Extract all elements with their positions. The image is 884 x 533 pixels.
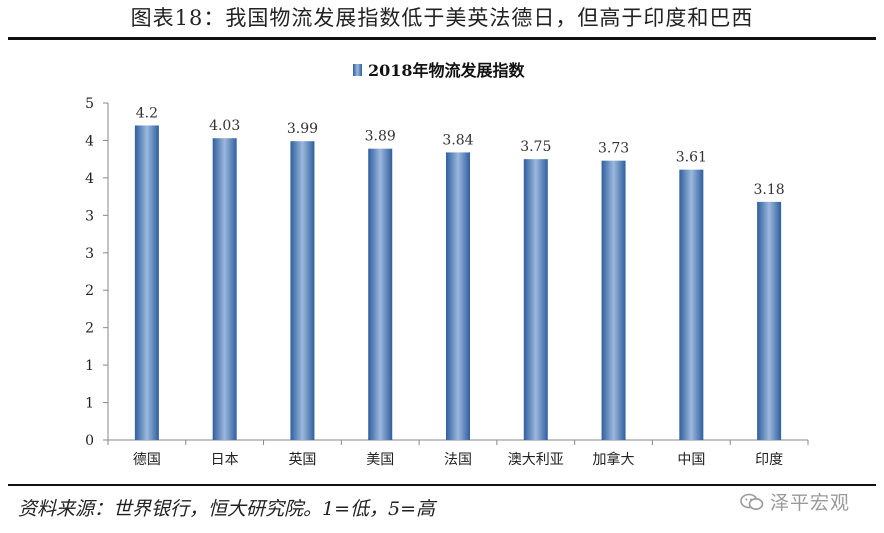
value-label: 3.89: [365, 129, 396, 145]
x-tick-label: 德国: [133, 452, 161, 468]
legend-swatch: [353, 64, 362, 76]
y-tick-label: 2: [85, 321, 94, 337]
x-tick-label: 美国: [366, 452, 394, 468]
bar-chart: 2018年物流发展指数 0 1 1 2 2 3 3 4 4 5 德国 日本 英国 美国 法国 澳大利亚 加拿大…: [85, 61, 809, 468]
bar: [290, 141, 315, 440]
value-label: 4.03: [209, 118, 240, 134]
y-tick-label: 3: [85, 246, 94, 262]
bar: [523, 159, 548, 440]
value-label: 3.73: [598, 141, 629, 157]
y-tick-label: 4: [85, 133, 94, 149]
top-rule: [8, 37, 876, 40]
y-axis: 0 1 1 2 2 3 3 4 4 5: [85, 96, 109, 449]
y-tick-label: 3: [85, 208, 94, 224]
bar: [601, 160, 626, 441]
wechat-icon: [740, 493, 764, 510]
legend: 2018年物流发展指数: [353, 61, 526, 80]
legend-label: 2018年物流发展指数: [368, 61, 526, 80]
bar: [679, 169, 704, 440]
y-tick-label: 1: [85, 396, 94, 412]
value-label: 3.18: [754, 182, 785, 198]
bar: [757, 201, 782, 440]
y-tick-label: 5: [85, 96, 94, 112]
y-tick-label: 1: [85, 358, 94, 374]
bar: [134, 125, 159, 440]
value-label: 4.2: [136, 105, 158, 121]
value-label: 3.99: [287, 121, 318, 137]
x-tick-label: 英国: [288, 451, 316, 468]
value-label: 3.84: [442, 132, 473, 148]
y-tick-label: 0: [85, 433, 94, 449]
bar: [212, 138, 237, 440]
y-tick-label: 4: [85, 171, 94, 187]
x-tick-label: 中国: [677, 452, 705, 468]
x-tick-label: 日本: [211, 452, 239, 468]
value-label: 3.61: [676, 150, 707, 166]
watermark-text: 泽平宏观: [770, 492, 851, 514]
bar: [446, 152, 470, 440]
y-tick-label: 2: [85, 283, 94, 299]
x-axis: 德国 日本 英国 美国 法国 澳大利亚 加拿大 中国 印度: [107, 439, 809, 468]
x-tick-label: 法国: [444, 452, 472, 468]
bottom-rule: [8, 484, 876, 486]
value-labels: 4.2 4.03 3.99 3.89 3.84 3.75 3.73 3.61 3.18: [136, 105, 785, 197]
x-tick-label: 加拿大: [593, 451, 635, 468]
x-tick-label: 印度: [755, 452, 783, 468]
watermark: 泽平宏观: [740, 488, 850, 515]
bars: [134, 125, 782, 441]
source-note: 资料来源：世界银行，恒大研究院。1=低，5=高: [18, 498, 436, 520]
bar: [368, 148, 393, 440]
value-label: 3.75: [520, 139, 551, 155]
x-tick-label: 澳大利亚: [508, 452, 564, 468]
figure-title: 图表18：我国物流发展指数低于美英法德日，但高于印度和巴西: [130, 6, 754, 30]
